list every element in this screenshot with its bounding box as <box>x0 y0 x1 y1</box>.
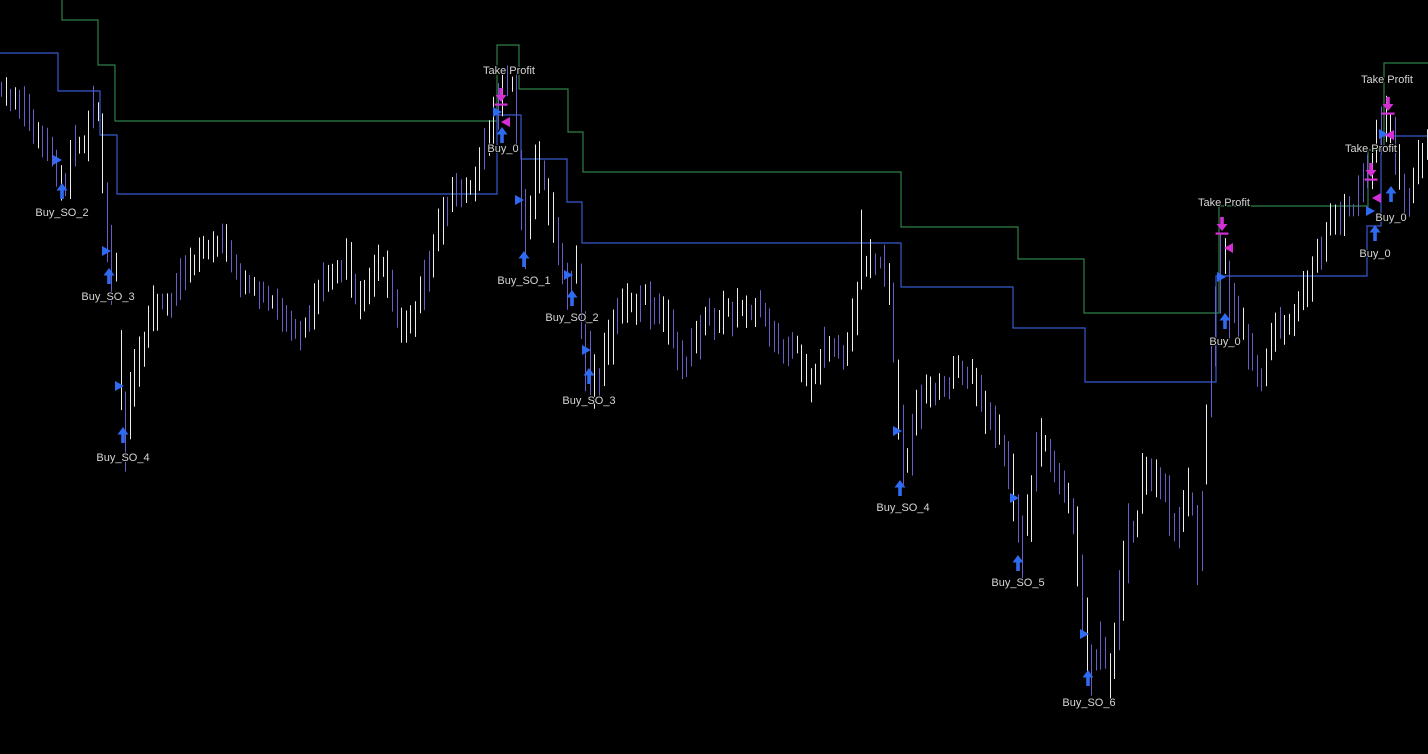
take-profit-arrow-icon <box>1365 163 1377 177</box>
buy-order-label: Buy_SO_1 <box>497 275 550 287</box>
buy-arrow-icon <box>1219 313 1231 329</box>
buy-order-label: Buy_0 <box>1359 248 1390 260</box>
entry-marker-icon <box>564 270 573 280</box>
buy-arrow-icon <box>1385 186 1397 202</box>
buy-arrow-icon <box>1369 225 1381 241</box>
buy-arrow-icon <box>1082 670 1094 686</box>
buy-order-label: Buy_SO_4 <box>876 502 929 514</box>
exit-marker-icon <box>501 117 510 127</box>
take-profit-label: Take Profit <box>1198 197 1250 209</box>
entry-marker-icon <box>515 195 524 205</box>
trade-markers <box>53 88 1397 686</box>
entry-marker-icon <box>1080 629 1089 639</box>
buy-arrow-icon <box>103 268 115 284</box>
take-profit-arrow-underline <box>494 103 508 106</box>
entry-marker-icon <box>1010 493 1019 503</box>
buy-order-label: Buy_SO_3 <box>81 291 134 303</box>
take-profit-arrow-icon <box>1382 97 1394 111</box>
buy-arrow-icon <box>56 183 68 199</box>
buy-arrow-icon <box>566 290 578 306</box>
buy-arrow-icon <box>496 127 508 143</box>
take-profit-line <box>61 0 1428 314</box>
average-price-line <box>0 52 1428 383</box>
entry-marker-icon <box>53 155 62 165</box>
buy-order-label: Buy_0 <box>1375 212 1406 224</box>
take-profit-label: Take Profit <box>483 65 535 77</box>
exit-marker-icon <box>1372 193 1381 203</box>
take-profit-arrow-icon <box>495 88 507 102</box>
buy-order-label: Buy_SO_2 <box>545 312 598 324</box>
entry-marker-icon <box>493 107 502 117</box>
buy-order-label: Buy_SO_5 <box>991 577 1044 589</box>
entry-marker-icon <box>1217 272 1226 282</box>
buy-order-label: Buy_0 <box>487 143 518 155</box>
exit-marker-icon <box>1224 243 1233 253</box>
entry-marker-icon <box>1379 129 1388 139</box>
take-profit-label: Take Profit <box>1345 143 1397 155</box>
entry-marker-icon <box>102 246 111 256</box>
trade-labels: Buy_SO_2 Buy_SO_3 Buy_SO_4 Take Profit Buy_0… <box>34 64 1414 710</box>
entry-marker-icon <box>893 426 902 436</box>
buy-order-label: Buy_0 <box>1209 336 1240 348</box>
take-profit-arrow-underline <box>1215 232 1229 235</box>
exit-marker-icon <box>1385 130 1394 140</box>
buy-arrow-icon <box>518 251 530 267</box>
buy-arrow-icon <box>894 480 906 496</box>
take-profit-arrow-underline <box>1381 112 1395 115</box>
entry-marker-icon <box>582 345 591 355</box>
buy-order-label: Buy_SO_3 <box>562 395 615 407</box>
take-profit-label: Take Profit <box>1361 74 1413 86</box>
take-profit-arrow-underline <box>1364 178 1378 181</box>
take-profit-arrow-icon <box>1216 217 1228 231</box>
buy-order-label: Buy_SO_2 <box>35 207 88 219</box>
price-bars <box>1 65 1428 701</box>
buy-arrow-icon <box>583 368 595 384</box>
entry-marker-icon <box>1366 206 1375 216</box>
buy-arrow-icon <box>1012 555 1024 571</box>
buy-arrow-icon <box>117 427 129 443</box>
entry-marker-icon <box>115 381 124 391</box>
buy-order-label: Buy_SO_6 <box>1062 697 1115 709</box>
buy-order-label: Buy_SO_4 <box>96 452 149 464</box>
